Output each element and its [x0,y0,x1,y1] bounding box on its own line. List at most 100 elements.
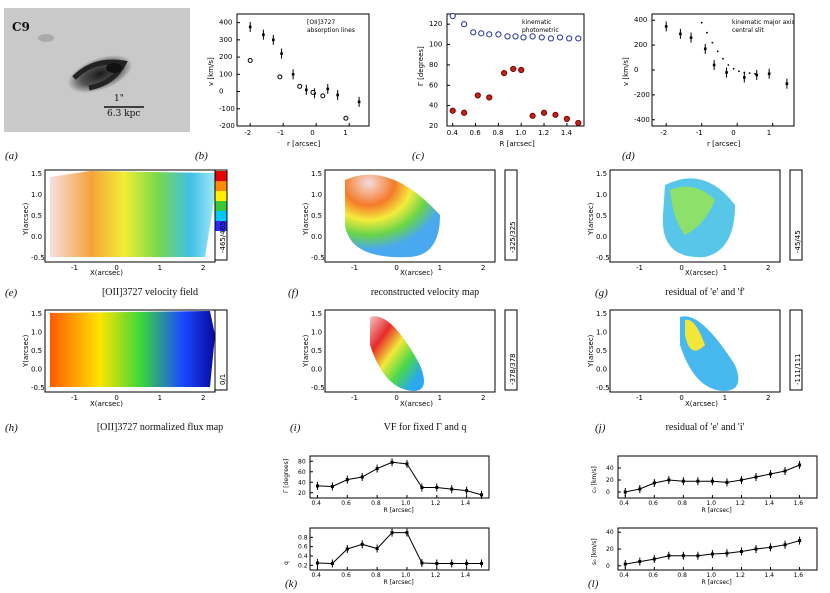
map-e-colorbar-fill [215,171,227,231]
data-point [725,480,729,484]
data-point [710,552,714,556]
data-point-kinematic [552,111,559,118]
map-xtick-label: 1 [723,264,727,272]
data-point [435,561,439,565]
chart-l2-frame [617,527,818,571]
xtick-label: 1.2 [538,129,549,137]
legend-label: photometric [522,27,559,34]
xtick-label: 0.8 [371,572,381,579]
ytick-label: 40 [606,465,614,472]
map-e-ylabel: Y(arcsec) [22,202,30,236]
data-point-kinematic [563,115,570,122]
map-j-xlabel: X(arcsec) [685,400,718,408]
data-point-photometric [504,33,511,40]
map-h-colorbar [214,309,228,391]
xtick-label: 1 [767,129,771,137]
map-h-xlabel: X(arcsec) [90,400,123,408]
map-xtick-label: 0 [114,394,118,402]
data-point [725,551,729,555]
data-point [703,47,707,51]
galaxy-name: C9 [12,20,30,34]
map-ytick-label: 1.0 [596,191,607,199]
xtick-label: 0.4 [619,500,629,507]
ylabel: Γ [degrees] [417,46,425,86]
panel-label-b: (b) [195,150,208,162]
xlabel: R [arcsec] [384,507,414,514]
map-e-xlabel: X(arcsec) [90,269,123,277]
data-point-photometric [478,30,485,37]
ytick-label: 0 [606,563,610,570]
map-ytick-label: 0.0 [311,366,322,374]
data-point [480,493,484,497]
scale-kpc: 6.3 kpc [107,109,141,119]
map-ytick-label: 1.0 [311,329,322,337]
caption-i: VF for fixed Γ and q [383,422,467,433]
data-point [465,561,469,565]
ytick-label: 100 [429,41,442,49]
map-xtick-label: 2 [201,394,205,402]
map-ytick-label: 0.5 [596,347,607,355]
data-point [652,481,656,485]
xtick-label: 0.8 [677,500,687,507]
data-point [712,63,716,67]
chart-l2: 0.4 0.6 0.8 1.0 1.2 1.4 1.6 40 20 0 R [arcsec] s₀ [… [591,527,818,586]
data-point-slit [754,72,756,75]
ytick-label: 0 [606,489,610,496]
data-point [248,25,252,29]
ytick-label: 20 [298,490,306,497]
caption-f: reconstructed velocity map [370,287,480,298]
legend-label: absorption lines [307,27,355,34]
ytick-label: -400 [634,116,650,124]
ytick-label: -100 [219,105,235,113]
data-point-photometric [547,35,554,42]
ytick-label: 20 [606,546,614,553]
data-point [785,82,789,85]
map-ytick-label: 0.0 [31,366,42,374]
data-point [696,554,700,558]
data-point [769,545,773,549]
data-point [280,52,283,55]
xtick-label: 0.6 [648,572,658,579]
ytick-label: 40 [606,529,614,536]
chart-k2-frame [309,527,490,571]
map-xtick-label: 1 [438,264,442,272]
data-point [357,100,361,104]
map-j: -111/111 X(arcsec) Y(arcsec) -1 0 1 2 -0.5 0.… [587,309,803,408]
map-xtick-label: -1 [71,394,78,402]
ytick-label: 100 [219,70,232,78]
ytick-label: -200 [634,91,650,99]
map-ytick-label: 0.0 [596,366,607,374]
xtick-label: 1.0 [515,129,526,137]
map-j-colorbar [789,309,803,391]
data-point [783,543,787,547]
map-xtick-label: -1 [71,264,78,272]
map-i-xlabel: X(arcsec) [400,400,433,408]
data-point [315,484,319,488]
xtick-label: 0.8 [677,572,687,579]
map-i-colorbar [504,309,518,391]
map-ytick-label: 0.5 [31,347,42,355]
data-point [725,71,728,74]
data-point [326,87,330,91]
data-point-photometric [575,35,582,42]
data-point [480,561,484,565]
map-ytick-label: 1.0 [311,191,322,199]
chart-c: 0.4 0.6 0.8 1.0 1.2 1.4 120 100 80 60 40 20 R [arcse… [417,12,585,148]
map-ytick-label: 1.5 [311,170,322,178]
panel-label-j: (j) [595,422,606,434]
map-f-xlabel: X(arcsec) [400,269,433,277]
data-point-slit [743,71,746,74]
panel-label-a: (a) [5,150,18,162]
ytick-label: 0.2 [298,562,308,569]
xtick-label: -1 [696,129,703,137]
map-xtick-label: 0 [394,264,398,272]
map-ytick-label: -0.5 [31,384,45,392]
galaxy-svg [38,34,144,108]
ytick-label: 80 [429,61,438,69]
map-xtick-label: 2 [201,264,205,272]
data-point-photometric [470,29,477,36]
data-point [405,462,409,466]
galaxy-image: C9 1" 6.3 kpc [4,8,190,132]
data-point [450,487,454,491]
data-point-kinematic [529,112,536,119]
